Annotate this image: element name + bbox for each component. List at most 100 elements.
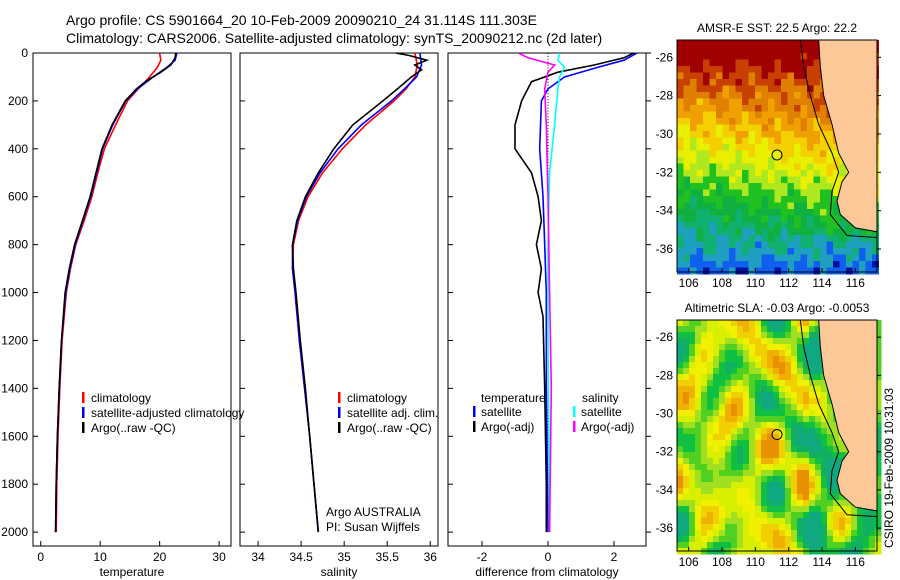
legend-label: climatology bbox=[347, 391, 407, 405]
legend-label: satellite-adjusted climatology bbox=[91, 406, 244, 420]
map-title: AMSR-E SST: 22.5 Argo: 22.2 bbox=[697, 21, 857, 35]
argo-agency-label: Argo AUSTRALIA bbox=[326, 505, 421, 519]
y-tick-label: 1600 bbox=[1, 429, 28, 443]
shelf-contour bbox=[799, 319, 878, 518]
axes-box bbox=[447, 52, 647, 547]
legend-swatch bbox=[82, 407, 85, 418]
csiro-stamp: CSIRO 19-Feb-2009 10:31:03 bbox=[882, 388, 896, 548]
x-tick-label: 20 bbox=[153, 550, 167, 564]
series-climatology bbox=[55, 53, 162, 533]
map-box bbox=[676, 319, 878, 552]
argo-position-marker bbox=[771, 429, 783, 441]
x-axis-label: salinity bbox=[321, 565, 358, 579]
y-tick-label: -36 bbox=[656, 242, 674, 256]
legend-label: satellite bbox=[581, 405, 622, 419]
legend-swatch bbox=[338, 407, 341, 418]
series-sal_argo bbox=[517, 53, 557, 533]
legend-label: Argo(-adj) bbox=[581, 420, 634, 434]
legend-swatch bbox=[473, 406, 476, 417]
sst-map-panel: AMSR-E SST: 22.5 Argo: 22.2 106 108 110 112 1… bbox=[656, 21, 881, 290]
y-tick-label: 800 bbox=[8, 238, 28, 252]
x-tick-label: 36 bbox=[424, 550, 438, 564]
x-tick-label: 34.5 bbox=[289, 550, 313, 564]
legend-swatch bbox=[573, 406, 576, 417]
legend-swatch bbox=[338, 422, 341, 433]
y-tick-label: 600 bbox=[8, 190, 28, 204]
legend-label: satellite bbox=[481, 405, 522, 419]
legend-swatch bbox=[82, 392, 85, 403]
series-temp_satellite bbox=[538, 53, 638, 533]
x-tick-label: 112 bbox=[779, 555, 798, 569]
x-tick-label: 106 bbox=[679, 276, 699, 290]
axes-box bbox=[32, 52, 232, 547]
x-tick-label: 0 bbox=[37, 550, 44, 564]
x-tick-label: 114 bbox=[812, 276, 831, 290]
y-tick-label: 1400 bbox=[1, 381, 28, 395]
y-tick-label: 200 bbox=[8, 94, 28, 108]
x-tick-label: 110 bbox=[746, 276, 765, 290]
y-tick-label: 1200 bbox=[1, 333, 28, 347]
legend-label: Argo(-adj) bbox=[481, 420, 534, 434]
y-tick-label: -36 bbox=[656, 521, 674, 535]
legend-swatch bbox=[573, 421, 576, 432]
series-temp_argo bbox=[514, 53, 635, 533]
title-line-2: Climatology: CARS2006. Satellite-adjuste… bbox=[66, 30, 602, 46]
x-tick-label: 35 bbox=[337, 550, 351, 564]
temperature-panel: 0 10 20 30 temperature 0 200 400 600 800 1000 1200 1… bbox=[1, 46, 244, 579]
x-tick-label: 30 bbox=[212, 550, 226, 564]
legend-swatch bbox=[82, 422, 85, 433]
y-tick-label: 1800 bbox=[1, 477, 28, 491]
x-tick-label: 114 bbox=[812, 555, 831, 569]
series-sal_satellite bbox=[547, 53, 566, 533]
x-tick-label: 116 bbox=[846, 276, 865, 290]
legend-label: Argo(..raw -QC) bbox=[347, 421, 432, 435]
x-tick-label: 108 bbox=[712, 276, 732, 290]
title-line-1: Argo profile: CS 5901664_20 10-Feb-2009 … bbox=[66, 12, 537, 28]
x-axis-label: temperature bbox=[100, 565, 165, 579]
y-tick-label: -26 bbox=[656, 50, 674, 64]
y-tick-label: -32 bbox=[656, 165, 674, 179]
argo-position-marker bbox=[771, 149, 783, 161]
x-tick-label: 34 bbox=[251, 550, 265, 564]
y-tick-label: 0 bbox=[21, 46, 28, 60]
salinity-panel: 34 34.5 35 35.5 36 salinity climatologysatelli… bbox=[239, 52, 439, 579]
x-tick-label: 35.5 bbox=[376, 550, 400, 564]
series-argo bbox=[54, 53, 177, 533]
legend-label: Argo(..raw -QC) bbox=[91, 421, 176, 435]
legend-heading-temperature: temperature bbox=[481, 391, 546, 405]
pi-label: PI: Susan Wijffels bbox=[326, 520, 420, 534]
axes-box bbox=[239, 52, 439, 547]
y-tick-label: -32 bbox=[656, 445, 674, 459]
y-tick-label: -34 bbox=[656, 204, 674, 218]
series-argo bbox=[291, 53, 430, 533]
legend-heading-salinity: salinity bbox=[582, 391, 619, 405]
map-field bbox=[677, 320, 882, 555]
legend-label: satellite adj. clim. bbox=[347, 406, 438, 420]
map-box bbox=[676, 39, 878, 273]
y-tick-label: -28 bbox=[656, 368, 674, 382]
y-tick-label: 1000 bbox=[1, 286, 28, 300]
shelf-contour bbox=[799, 39, 878, 238]
y-tick-label: -34 bbox=[656, 483, 674, 497]
x-tick-label: 110 bbox=[746, 555, 765, 569]
x-axis-label: difference from climatology bbox=[475, 565, 618, 579]
x-tick-label: 2 bbox=[611, 550, 618, 564]
x-tick-label: -2 bbox=[477, 550, 488, 564]
y-tick-label: -30 bbox=[656, 127, 674, 141]
x-tick-label: 0 bbox=[545, 550, 552, 564]
legend-swatch bbox=[338, 392, 341, 403]
legend-label: climatology bbox=[91, 391, 151, 405]
x-tick-label: 116 bbox=[846, 555, 865, 569]
y-tick-label: 2000 bbox=[1, 525, 28, 539]
y-tick-label: 400 bbox=[8, 142, 28, 156]
y-tick-label: -28 bbox=[656, 89, 674, 103]
y-tick-label: -26 bbox=[656, 330, 674, 344]
x-tick-label: 106 bbox=[679, 555, 699, 569]
x-tick-label: 112 bbox=[779, 276, 798, 290]
map-title: Altimetric SLA: -0.03 Argo: -0.0053 bbox=[685, 301, 870, 315]
legend-swatch bbox=[473, 421, 476, 432]
y-tick-label: -30 bbox=[656, 407, 674, 421]
x-tick-label: 10 bbox=[94, 550, 108, 564]
